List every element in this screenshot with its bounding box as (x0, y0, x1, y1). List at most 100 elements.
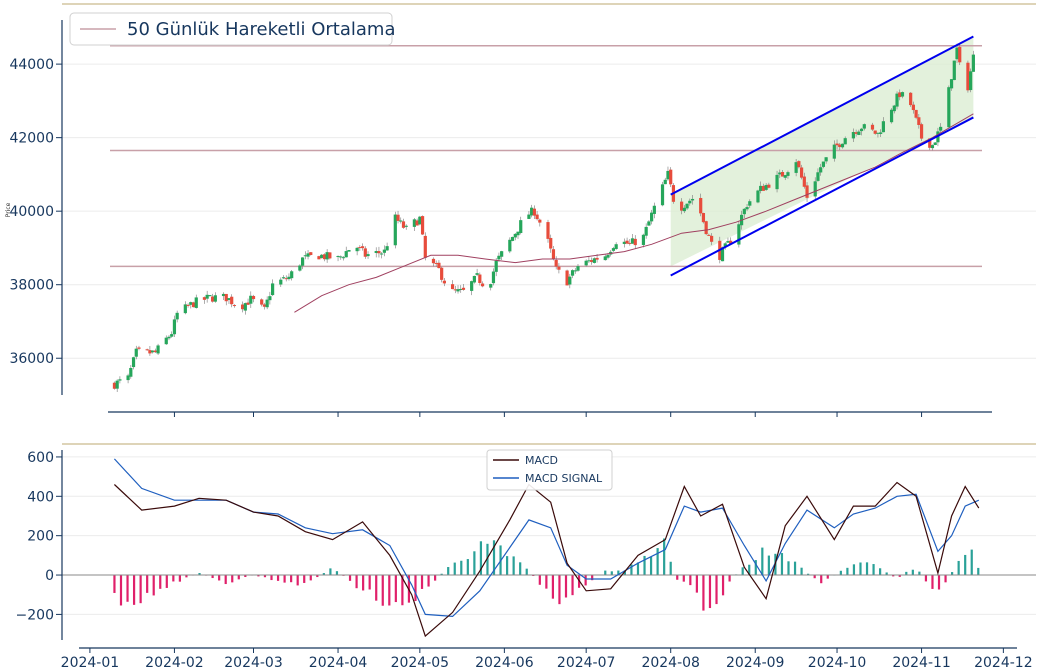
candle-up (840, 143, 845, 148)
price-y-label: Price (5, 202, 12, 217)
hist-bar-negative (263, 575, 267, 578)
candle-up (682, 207, 686, 212)
candle-up (930, 145, 935, 149)
candle-down (453, 289, 457, 291)
candle-up (513, 233, 517, 238)
candle-up (134, 348, 138, 357)
hist-bar-negative (584, 575, 587, 586)
hist-bar-positive (649, 556, 653, 576)
candle-up (131, 357, 136, 368)
hist-bar-negative (218, 575, 221, 581)
candle-up (175, 312, 179, 320)
price-y-tick-label: 36000 (9, 351, 54, 367)
hist-bar-negative (813, 575, 816, 579)
candle-down (557, 266, 561, 270)
candle-up (939, 126, 943, 131)
hist-bar-negative (695, 575, 698, 593)
candle-down (928, 138, 932, 148)
hist-bar-positive (800, 567, 803, 576)
candle-down (625, 240, 629, 244)
macd-legend: MACD MACD SIGNAL (486, 449, 613, 491)
candle-up (971, 54, 975, 72)
candle-up (287, 276, 291, 280)
candle-down (322, 254, 327, 260)
candle-down (870, 124, 875, 130)
candle-down (377, 251, 381, 254)
candle-up (279, 279, 283, 285)
candle-up (778, 172, 782, 175)
candle-up (892, 105, 896, 112)
hist-bar-positive (329, 568, 332, 576)
price-grid (62, 63, 1036, 359)
candle-down (911, 104, 915, 111)
macd-y-tick-label: −200 (16, 607, 54, 623)
candle-down (317, 256, 321, 260)
macd-x-tick-label: 2024-11 (892, 655, 951, 671)
candle-down (909, 92, 913, 106)
candle-down (262, 304, 267, 307)
macd-x-tick-label: 2024-02 (145, 655, 204, 671)
macd-x-ticks: 2024-01 2024-02 2024-03 2024-04 2024-05 2024-… (61, 648, 1033, 671)
hist-bar-negative (381, 575, 384, 606)
candle-down (873, 130, 877, 134)
candle-down (186, 304, 190, 306)
candle-up (213, 295, 217, 302)
hist-bar-negative (931, 575, 934, 589)
macd-y-ticks: −200 0 200 400 600 (16, 450, 62, 623)
hist-bar-negative (119, 575, 123, 606)
candle-up (933, 142, 937, 146)
hist-bar-negative (944, 575, 947, 583)
candle-up (821, 161, 826, 167)
hist-bar-negative (172, 575, 175, 582)
candle-down (958, 46, 962, 63)
hist-bar-negative (276, 575, 280, 581)
hist-bar-positive (754, 560, 757, 576)
hist-bar-negative (924, 575, 928, 582)
hist-bar-positive (918, 571, 921, 576)
candle-up (527, 214, 531, 219)
hist-bar-negative (185, 575, 188, 578)
hist-bar-positive (977, 567, 980, 576)
candle-up (876, 132, 880, 134)
price-y-tick-label: 40000 (9, 204, 54, 220)
hist-bar-positive (630, 564, 633, 576)
candle-up (189, 302, 193, 305)
hist-bar-positive (492, 540, 496, 576)
candle-up (630, 238, 635, 244)
candle-up (690, 198, 695, 201)
candle-down (551, 249, 556, 259)
hist-bar-negative (721, 575, 725, 596)
macd-y-tick-label: 400 (27, 489, 54, 505)
hist-bar-negative (290, 575, 293, 583)
candle-up (205, 294, 209, 299)
candle-up (385, 246, 389, 251)
candle-down (260, 299, 264, 305)
horizontal-levels (110, 44, 982, 268)
candle-up (647, 221, 651, 226)
macd-x-tick-label: 2024-04 (309, 655, 368, 671)
price-panel: 36000 38000 40000 42000 44000 Price 50 Günlü… (5, 3, 1036, 417)
candle-up (115, 380, 119, 389)
candle-up (118, 379, 122, 381)
hist-bar-positive (885, 572, 888, 576)
hist-bar-positive (767, 555, 770, 576)
hist-bar-negative (682, 575, 685, 582)
candle-up (660, 184, 665, 206)
candle-up (756, 190, 760, 203)
candle-down (767, 184, 771, 188)
hist-bar-negative (113, 575, 116, 593)
candle-down (538, 219, 542, 223)
macd-histogram (113, 538, 980, 611)
candle-up (832, 144, 836, 159)
candle-up (881, 121, 885, 133)
candle-down (360, 246, 365, 249)
candle-up (336, 256, 340, 258)
candle-up (281, 277, 286, 279)
price-legend: 50 Günlük Hareketli Ortalama (69, 12, 395, 46)
hist-bar-positive (761, 547, 764, 576)
candle-down (549, 237, 553, 249)
hist-bar-negative (388, 575, 391, 606)
candle-up (380, 253, 384, 255)
candle-down (917, 117, 921, 125)
candle-down (966, 62, 970, 91)
